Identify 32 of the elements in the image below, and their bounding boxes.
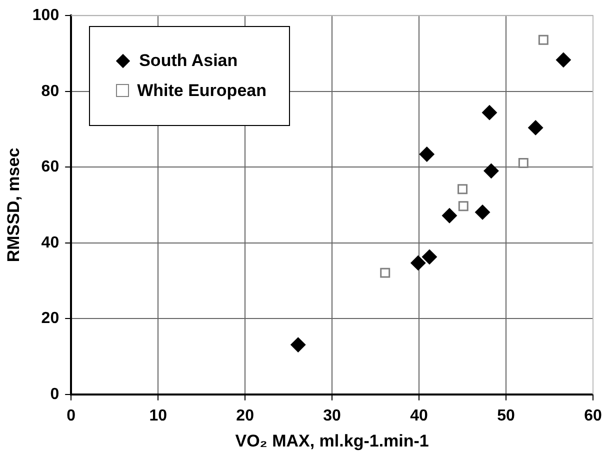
point — [419, 146, 434, 162]
x-tick-label: 40 — [410, 407, 428, 424]
y-axis-title: RMSSD, msec — [4, 148, 23, 262]
point — [290, 337, 306, 352]
point — [538, 34, 548, 45]
x-axis-title: VO₂ MAX, ml.kg-1.min-1 — [235, 431, 429, 450]
y-tick-label: 80 — [41, 82, 60, 100]
point — [458, 201, 468, 212]
legend-label: South Asian — [139, 50, 238, 71]
point — [482, 105, 497, 120]
point — [518, 158, 528, 168]
y-tick-label: 60 — [41, 158, 60, 176]
legend-label: White European — [137, 80, 266, 101]
x-tick-label: 50 — [497, 407, 516, 424]
point — [556, 52, 571, 68]
y-tick-label: 40 — [41, 234, 60, 252]
point — [475, 204, 490, 220]
x-tick-label: 0 — [66, 407, 76, 424]
y-tick-label: 0 — [50, 386, 60, 403]
y-tick-label: 20 — [41, 310, 60, 328]
x-tick-label: 20 — [236, 407, 254, 424]
point — [458, 184, 468, 194]
x-tick-label: 10 — [149, 407, 168, 424]
point — [484, 163, 499, 178]
y-tick-label: 100 — [32, 7, 60, 24]
point — [410, 255, 426, 270]
x-tick-label: 30 — [323, 407, 342, 424]
x-tick-label: 60 — [584, 407, 602, 424]
point — [528, 120, 544, 136]
point — [380, 268, 390, 278]
point — [442, 208, 457, 224]
point — [422, 249, 437, 264]
